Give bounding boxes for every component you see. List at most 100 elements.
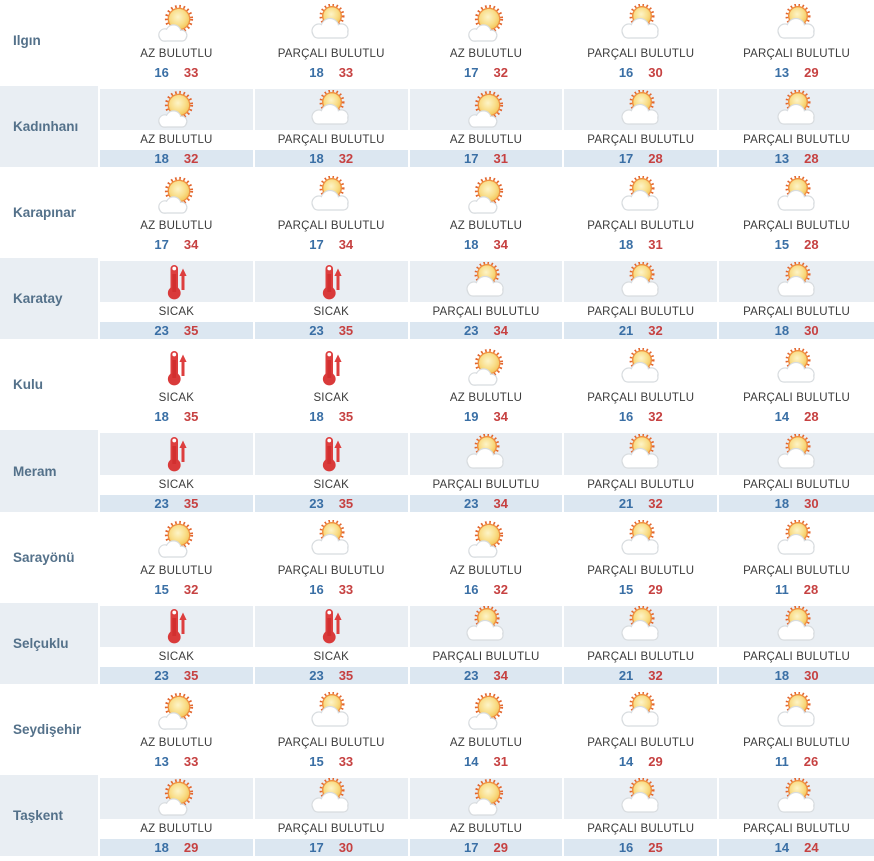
min-temperature: 17 — [309, 839, 324, 855]
weather-icon-zone — [409, 86, 563, 131]
max-temperature: 34 — [493, 323, 508, 339]
max-temperature: 35 — [338, 409, 354, 425]
temperature-zone: 16 25 — [564, 838, 718, 861]
temperature-zone: 16 32 — [564, 408, 718, 431]
condition-label: PARÇALI BULUTLU — [254, 560, 408, 581]
sun-small-cloud-icon — [158, 521, 194, 558]
forecast-day-cell: SICAK 23 35 — [254, 602, 410, 689]
temperature-zone: 18 29 — [100, 838, 253, 861]
temperature-zone: 17 29 — [409, 838, 563, 861]
temperature-zone: 18 33 — [254, 64, 408, 87]
sun-behind-cloud-icon — [466, 261, 504, 297]
forecast-day-cell: PARÇALI BULUTLU 15 33 — [254, 688, 410, 775]
condition-label: AZ BULUTLU — [409, 818, 563, 839]
sun-behind-cloud-icon — [776, 778, 815, 813]
temperature-zone: 13 33 — [100, 753, 253, 775]
temperature-zone: 17 34 — [100, 236, 253, 259]
min-temperature: 18 — [154, 409, 169, 425]
min-temperature: 16 — [309, 581, 324, 597]
condition-label: PARÇALI BULUTLU — [254, 216, 408, 237]
sun-behind-cloud-icon — [621, 520, 659, 555]
condition-label: PARÇALI BULUTLU — [719, 302, 874, 323]
min-temperature: 16 — [618, 839, 634, 855]
forecast-day-cell: PARÇALI BULUTLU 18 32 — [254, 86, 410, 173]
weather-icon-zone — [254, 258, 408, 303]
sun-small-cloud-icon — [468, 348, 504, 386]
condition-label: PARÇALI BULUTLU — [564, 130, 718, 151]
sun-behind-cloud-icon — [776, 175, 815, 211]
district-name: Selçuklu — [0, 602, 100, 689]
sun-small-cloud-icon — [158, 90, 194, 128]
sun-small-cloud-icon — [468, 4, 504, 42]
condition-label: AZ BULUTLU — [409, 216, 563, 237]
weather-icon-zone — [719, 774, 874, 819]
condition-label: PARÇALI BULUTLU — [564, 560, 718, 581]
weather-icon-zone — [564, 430, 718, 475]
forecast-day-cell: PARÇALI BULUTLU 13 29 — [719, 0, 874, 87]
max-temperature: 32 — [493, 581, 508, 597]
condition-label: AZ BULUTLU — [409, 130, 563, 151]
weather-icon-zone — [564, 172, 718, 216]
condition-label: PARÇALI BULUTLU — [719, 560, 874, 581]
weather-icon-zone — [254, 344, 408, 388]
weather-icon-zone — [719, 258, 874, 303]
temperature-zone: 18 30 — [719, 494, 874, 517]
max-temperature: 35 — [338, 323, 354, 339]
condition-label: PARÇALI BULUTLU — [564, 302, 718, 323]
forecast-day-cell: AZ BULUTLU 18 29 — [100, 774, 255, 861]
thermometer-hot-icon — [168, 609, 187, 644]
weather-icon-zone — [100, 774, 253, 819]
condition-label: PARÇALI BULUTLU — [564, 646, 718, 667]
min-temperature: 18 — [154, 839, 169, 855]
condition-label: PARÇALI BULUTLU — [409, 646, 563, 667]
condition-label: PARÇALI BULUTLU — [719, 216, 874, 237]
min-temperature: 18 — [309, 151, 324, 167]
forecast-day-cell: PARÇALI BULUTLU 11 28 — [719, 516, 874, 603]
min-temperature: 18 — [309, 65, 324, 81]
max-temperature: 34 — [338, 237, 354, 253]
min-temperature: 15 — [774, 237, 790, 253]
weather-icon-zone — [254, 688, 408, 733]
max-temperature: 28 — [803, 581, 819, 597]
min-temperature: 23 — [464, 495, 479, 511]
min-temperature: 18 — [154, 151, 169, 167]
weather-icon-zone — [719, 86, 874, 131]
condition-label: SICAK — [100, 646, 253, 667]
forecast-day-cell: AZ BULUTLU 18 32 — [100, 86, 255, 173]
min-temperature: 17 — [154, 237, 169, 253]
temperature-zone: 13 29 — [719, 64, 874, 87]
district-name: Kadınhanı — [0, 86, 100, 173]
max-temperature: 28 — [804, 237, 819, 253]
weather-icon-zone — [409, 172, 563, 216]
forecast-day-cell: SICAK 18 35 — [254, 344, 410, 431]
sun-small-cloud-icon — [468, 90, 504, 128]
sun-small-cloud-icon — [468, 779, 504, 817]
temperature-zone: 18 30 — [719, 666, 874, 689]
temperature-zone: 19 34 — [409, 408, 563, 431]
district-name: Karatay — [0, 258, 100, 345]
forecast-day-cell: PARÇALI BULUTLU 15 28 — [719, 172, 874, 259]
min-temperature: 18 — [774, 667, 790, 683]
temperature-zone: 11 28 — [719, 581, 874, 603]
sun-behind-cloud-icon — [466, 434, 504, 469]
condition-label: PARÇALI BULUTLU — [409, 474, 563, 495]
max-temperature: 35 — [183, 409, 199, 425]
sun-behind-cloud-icon — [776, 434, 815, 469]
min-temperature: 21 — [618, 495, 634, 511]
sun-behind-cloud-icon — [311, 3, 349, 39]
max-temperature: 24 — [804, 839, 819, 855]
district-name: Karapınar — [0, 172, 100, 259]
forecast-day-cell: PARÇALI BULUTLU 17 34 — [254, 172, 410, 259]
sun-behind-cloud-icon — [621, 89, 659, 125]
min-temperature: 23 — [309, 667, 324, 683]
min-temperature: 23 — [464, 667, 479, 683]
district-name: Taşkent — [0, 774, 100, 861]
condition-label: PARÇALI BULUTLU — [719, 130, 874, 151]
temperature-zone: 23 35 — [100, 494, 253, 517]
min-temperature: 23 — [154, 323, 169, 339]
forecast-day-cell: AZ BULUTLU 17 29 — [409, 774, 565, 861]
forecast-day-cell: PARÇALI BULUTLU 14 24 — [719, 774, 874, 861]
weather-icon-zone — [100, 344, 253, 388]
